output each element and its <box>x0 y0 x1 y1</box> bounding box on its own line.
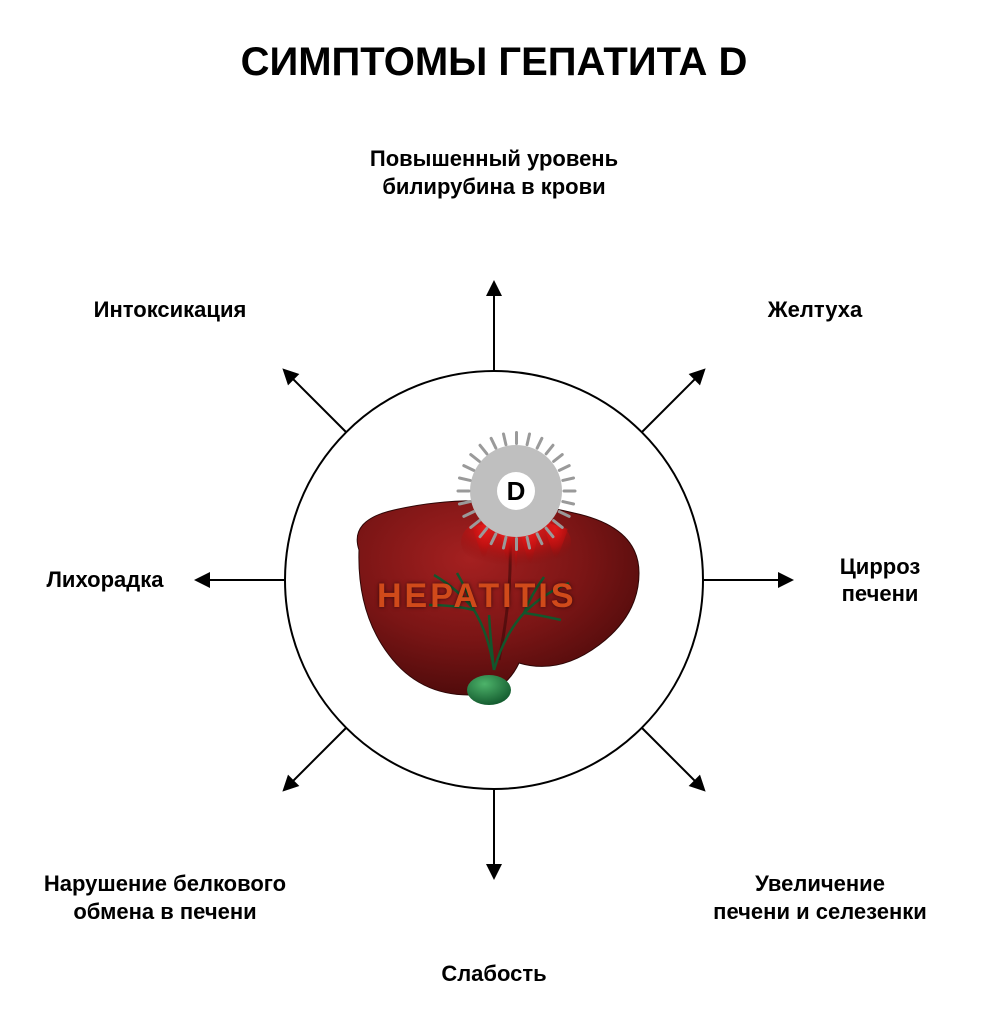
label-bilirubin: Повышенный уровень билирубина в крови <box>294 145 694 200</box>
label-fever: Лихорадка <box>15 566 195 594</box>
label-protein: Нарушение белкового обмена в печени <box>5 870 325 925</box>
label-intox: Интоксикация <box>40 296 300 324</box>
gallbladder <box>467 675 511 705</box>
radial-diagram: HEPATITIS D Повышенный уровень билирубин… <box>0 0 988 1024</box>
label-spleen: Увеличение печени и селезенки <box>660 870 980 925</box>
label-jaundice: Желтуха <box>715 296 915 324</box>
label-weakness: Слабость <box>374 960 614 988</box>
virus-icon: D <box>470 445 562 537</box>
virus-core: D <box>497 472 536 511</box>
label-cirrhosis: Цирроз печени <box>790 553 970 608</box>
virus-label: D <box>507 476 526 507</box>
